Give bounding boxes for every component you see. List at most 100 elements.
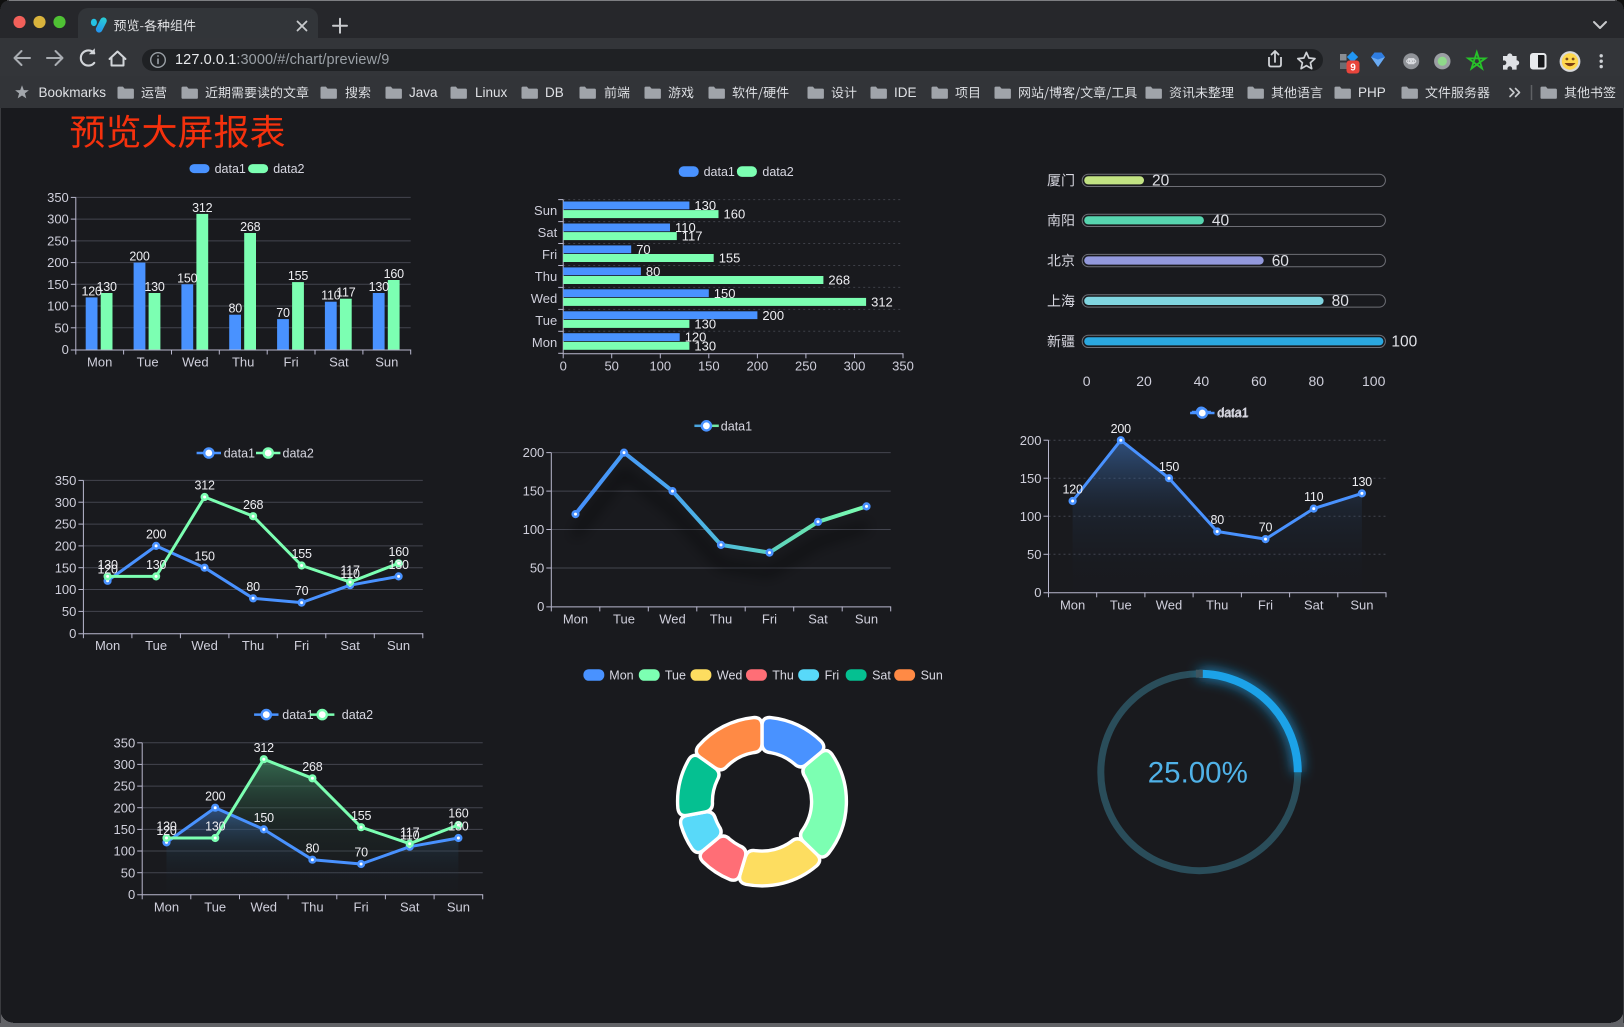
svg-text:50: 50	[121, 865, 135, 880]
svg-text:Thu: Thu	[772, 669, 794, 683]
svg-text:Mon: Mon	[95, 638, 120, 653]
svg-text:0: 0	[62, 342, 69, 357]
svg-text:PHP: PHP	[1358, 85, 1386, 100]
svg-text:160: 160	[388, 545, 409, 559]
svg-text:Mon: Mon	[609, 669, 633, 683]
svg-text:130: 130	[144, 280, 165, 294]
svg-text:268: 268	[240, 220, 261, 234]
svg-text:Wed: Wed	[191, 638, 218, 653]
svg-text:data1: data1	[282, 708, 313, 722]
svg-text:268: 268	[243, 498, 264, 512]
svg-text:Sun: Sun	[855, 611, 878, 626]
svg-text:130: 130	[369, 280, 390, 294]
svg-text:Wed: Wed	[251, 899, 278, 914]
svg-text:Thu: Thu	[242, 638, 264, 653]
svg-text:80: 80	[1210, 513, 1224, 527]
svg-text:Mon: Mon	[87, 355, 112, 370]
svg-text:Fri: Fri	[542, 247, 557, 262]
svg-text:data2: data2	[762, 165, 793, 179]
svg-text:350: 350	[55, 473, 77, 488]
svg-text:Tue: Tue	[535, 313, 557, 328]
svg-text:Mon: Mon	[154, 899, 179, 914]
svg-text:50: 50	[54, 320, 68, 335]
svg-text:Sun: Sun	[1350, 597, 1373, 612]
svg-text:155: 155	[291, 547, 312, 561]
svg-text:160: 160	[384, 267, 405, 281]
svg-text:300: 300	[55, 495, 77, 510]
svg-text:70: 70	[354, 846, 368, 860]
svg-text:20: 20	[1152, 173, 1170, 190]
svg-text:Thu: Thu	[710, 611, 732, 626]
svg-text:350: 350	[113, 735, 135, 750]
svg-text:IDE: IDE	[894, 85, 917, 100]
svg-text:200: 200	[113, 800, 135, 815]
svg-text:268: 268	[828, 273, 850, 288]
svg-text:Thu: Thu	[232, 355, 254, 370]
svg-text:Wed: Wed	[659, 611, 686, 626]
svg-text:70: 70	[636, 242, 650, 257]
svg-text:Fri: Fri	[284, 355, 299, 370]
svg-text:Mon: Mon	[1060, 597, 1085, 612]
svg-text:Fri: Fri	[1258, 597, 1273, 612]
svg-text:200: 200	[523, 445, 545, 460]
svg-text:data2: data2	[283, 447, 314, 461]
svg-text:Mon: Mon	[532, 335, 557, 350]
svg-text:60: 60	[1272, 253, 1290, 270]
svg-text:80: 80	[1309, 373, 1325, 389]
svg-text:117: 117	[400, 825, 420, 839]
svg-text:150: 150	[698, 358, 720, 373]
svg-text:100: 100	[113, 844, 135, 859]
svg-text:120: 120	[1062, 483, 1083, 497]
svg-text:100: 100	[55, 582, 77, 597]
svg-text:Sat: Sat	[340, 638, 360, 653]
svg-text:160: 160	[724, 207, 746, 222]
svg-text:130: 130	[694, 198, 716, 213]
svg-text:Tue: Tue	[145, 638, 167, 653]
svg-text:Sat: Sat	[1304, 597, 1324, 612]
svg-text:70: 70	[1259, 521, 1273, 535]
svg-text:Wed: Wed	[717, 669, 743, 683]
svg-text:0: 0	[128, 887, 135, 902]
svg-text:268: 268	[302, 760, 323, 774]
svg-text:60: 60	[1251, 373, 1267, 389]
svg-text:0: 0	[1083, 373, 1091, 389]
svg-text:50: 50	[530, 561, 544, 576]
svg-text:Tue: Tue	[613, 611, 635, 626]
svg-text:Linux: Linux	[475, 85, 508, 100]
svg-text:Sun: Sun	[387, 638, 410, 653]
svg-text:DB: DB	[545, 85, 564, 100]
svg-text:Sun: Sun	[447, 899, 470, 914]
svg-text:312: 312	[254, 741, 275, 755]
svg-text:Sun: Sun	[921, 669, 943, 683]
svg-text:155: 155	[351, 809, 372, 823]
svg-text:150: 150	[714, 286, 736, 301]
svg-text:50: 50	[1027, 547, 1041, 562]
svg-text:130: 130	[96, 280, 117, 294]
svg-text:100: 100	[523, 522, 545, 537]
svg-text:150: 150	[254, 811, 275, 825]
svg-text:120: 120	[97, 562, 118, 576]
svg-text:110: 110	[340, 567, 360, 581]
svg-text:Wed: Wed	[1156, 597, 1183, 612]
svg-text:40: 40	[1194, 373, 1210, 389]
svg-text:20: 20	[1136, 373, 1152, 389]
svg-text:Sun: Sun	[375, 355, 398, 370]
svg-text:312: 312	[871, 295, 893, 310]
svg-text:data1: data1	[215, 162, 246, 176]
svg-text:250: 250	[795, 358, 817, 373]
svg-text:80: 80	[228, 302, 242, 316]
svg-text:70: 70	[295, 584, 309, 598]
svg-text:Tue: Tue	[665, 669, 686, 683]
svg-text:Sat: Sat	[808, 611, 828, 626]
svg-text:100: 100	[1391, 334, 1417, 351]
svg-text:25.00%: 25.00%	[1148, 757, 1248, 790]
svg-text:80: 80	[1332, 293, 1350, 310]
svg-text:130: 130	[1352, 475, 1373, 489]
svg-text:200: 200	[762, 308, 784, 323]
svg-text:Tue: Tue	[137, 355, 159, 370]
svg-text:50: 50	[604, 358, 618, 373]
svg-text:130: 130	[205, 820, 226, 834]
svg-text:Sat: Sat	[872, 669, 891, 683]
svg-text:9: 9	[1350, 63, 1356, 74]
svg-text:Sat: Sat	[329, 355, 349, 370]
